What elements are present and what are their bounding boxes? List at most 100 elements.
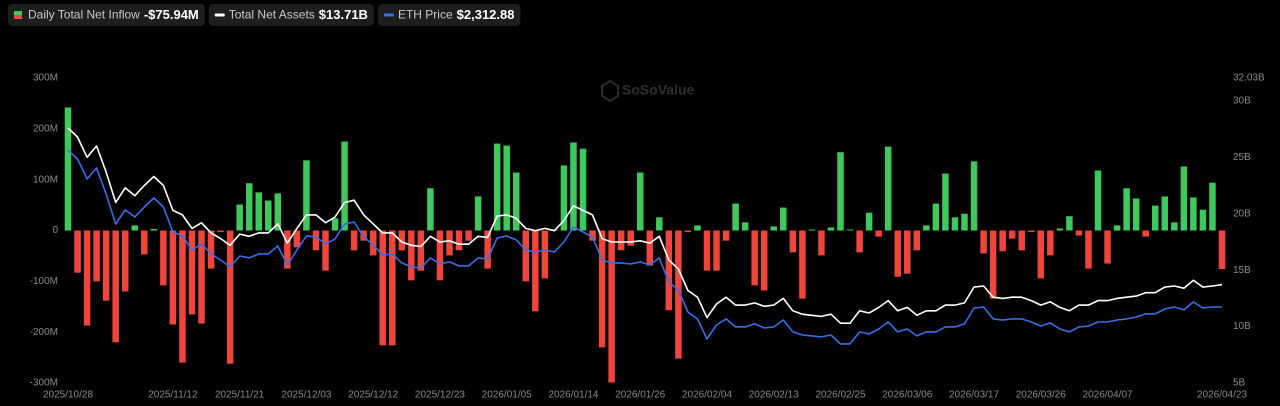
bar <box>207 230 215 269</box>
bar <box>837 152 844 231</box>
bar <box>465 230 472 241</box>
legend-label: ETH Price <box>398 8 453 22</box>
bar <box>1075 230 1083 236</box>
x-tick-label: 2025/10/28 <box>43 390 93 401</box>
bar <box>856 230 863 253</box>
bar <box>1218 230 1226 270</box>
bar <box>245 183 253 231</box>
bar <box>684 230 692 233</box>
bar <box>999 230 1006 252</box>
bar <box>579 148 587 231</box>
x-tick-label: 2025/12/12 <box>348 390 398 401</box>
bar <box>760 230 768 291</box>
bar <box>131 225 139 231</box>
bar <box>751 230 758 286</box>
y-tick-label: -100M <box>30 276 58 287</box>
bar <box>112 230 119 343</box>
bar <box>398 230 406 251</box>
legend-value: -$75.94M <box>144 7 199 22</box>
x-tick-label: 2025/12/03 <box>281 390 331 401</box>
bar <box>913 230 921 251</box>
x-tick-label: 2025/12/23 <box>415 390 465 401</box>
y2-tick-label: 15B <box>1233 265 1251 276</box>
bar <box>474 196 482 231</box>
bar <box>665 230 673 311</box>
legend-item: Daily Total Net Inflow -$75.94M <box>8 4 205 26</box>
bar <box>1123 188 1130 231</box>
bar <box>217 230 224 233</box>
legend-value: $13.71B <box>319 7 368 22</box>
bar <box>961 213 968 231</box>
y-tick-label: 100M <box>33 174 58 185</box>
bar <box>369 230 377 256</box>
x-tick-label: 2025/11/12 <box>148 390 198 401</box>
y2-tick-label: 5B <box>1233 378 1246 389</box>
x-tick-label: 2026/02/04 <box>682 390 732 401</box>
bar <box>617 230 625 251</box>
bar <box>646 230 654 266</box>
bar <box>379 230 386 346</box>
bar <box>1209 182 1216 231</box>
bar <box>322 230 329 271</box>
bar <box>331 218 339 231</box>
bar <box>884 146 892 231</box>
bar <box>1085 230 1092 269</box>
legend-label: Daily Total Net Inflow <box>28 8 140 22</box>
bar <box>589 230 596 241</box>
bar <box>1151 205 1159 231</box>
bar <box>493 143 501 231</box>
legend-item: Total Net Assets $13.71B <box>208 4 374 26</box>
bar <box>560 165 568 231</box>
bar <box>1104 230 1111 264</box>
bar <box>1142 230 1149 237</box>
bar <box>942 173 949 231</box>
bar <box>93 230 100 282</box>
bar <box>102 230 110 301</box>
bar <box>160 230 167 286</box>
legend-label: Total Net Assets <box>229 8 315 22</box>
y2-tick-label: 30B <box>1233 96 1251 107</box>
bar <box>141 230 148 255</box>
x-tick-label: 2026/02/25 <box>815 390 865 401</box>
y-tick-label: -300M <box>30 378 58 389</box>
bar <box>694 225 701 231</box>
bar <box>1018 230 1025 251</box>
x-tick-label: 2026/03/17 <box>949 390 999 401</box>
bar <box>312 230 320 251</box>
legend-bg <box>377 4 521 26</box>
bar <box>827 227 835 231</box>
bar <box>932 203 940 231</box>
bar <box>74 230 81 273</box>
bar <box>265 200 272 231</box>
x-tick-label: 2026/01/14 <box>548 390 598 401</box>
bar <box>121 230 129 292</box>
bar <box>484 230 491 269</box>
bar <box>1028 230 1035 233</box>
y2-tick-label: 25B <box>1233 152 1251 163</box>
y-tick-label: -200M <box>30 327 58 338</box>
bar <box>923 225 930 231</box>
bar <box>627 230 634 246</box>
bar <box>703 230 711 271</box>
bar <box>513 172 520 231</box>
x-tick-label: 2025/11/21 <box>215 390 265 401</box>
bar <box>303 160 310 231</box>
bar <box>570 142 577 231</box>
x-tick-label: 2026/03/06 <box>882 390 932 401</box>
bar <box>293 230 301 248</box>
bar <box>188 230 196 315</box>
legend-bg <box>8 4 205 26</box>
x-tick-label: 2026/04/23 <box>1197 390 1247 401</box>
line <box>67 127 1223 324</box>
y2-tick-label: 10B <box>1233 321 1251 332</box>
line <box>67 149 1222 345</box>
legend-swatch <box>214 13 225 17</box>
bar <box>408 230 415 281</box>
y2-tick-label: 32.03B <box>1233 73 1265 84</box>
bar <box>780 207 787 231</box>
bar <box>989 230 997 299</box>
bar <box>1190 197 1197 231</box>
bar <box>417 230 425 271</box>
bar <box>722 230 730 241</box>
